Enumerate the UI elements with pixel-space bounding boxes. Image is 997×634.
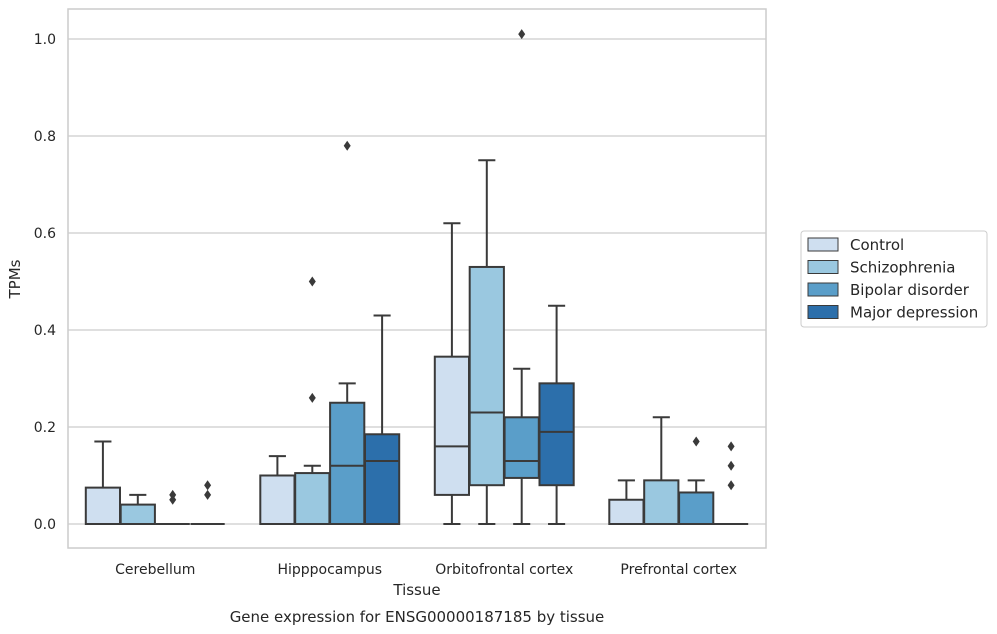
- outlier-point: [204, 489, 212, 500]
- box: [608, 498, 645, 525]
- legend-swatch: [807, 260, 839, 274]
- box: [468, 265, 505, 487]
- box: [433, 355, 471, 496]
- box: [503, 416, 540, 479]
- y-tick-labels: 0.0 0.2 0.4 0.6 0.8 1.0: [34, 32, 56, 533]
- box-group: [190, 480, 225, 525]
- legend: Control Schizophrenia Bipolar disorder Majo…: [800, 230, 988, 328]
- box: [538, 382, 575, 487]
- y-tick-label: 0.6: [34, 226, 56, 242]
- box-group: [433, 222, 471, 525]
- x-tick-label: Orbitofrontal cortex: [435, 562, 573, 578]
- chart-caption: Gene expression for ENSG00000187185 by t…: [230, 608, 605, 626]
- legend-label: Major depression: [850, 304, 978, 322]
- box-group: [678, 436, 715, 526]
- outlier-point: [727, 480, 735, 491]
- box: [84, 486, 122, 525]
- y-tick-label: 0.4: [34, 323, 56, 339]
- box: [119, 503, 156, 526]
- outlier-point: [518, 29, 526, 40]
- box: [363, 433, 401, 525]
- outlier-point: [169, 489, 177, 500]
- box-group: [643, 416, 680, 526]
- y-tick-label: 0.0: [34, 517, 56, 533]
- legend-label: Control: [850, 236, 904, 254]
- box-group: [84, 440, 122, 525]
- x-tick-label: Prefrontal cortex: [620, 562, 737, 578]
- box: [294, 472, 331, 526]
- legend-frame: [800, 230, 988, 328]
- outlier-point: [343, 140, 351, 151]
- box-group: [503, 29, 540, 525]
- x-axis-label: Tissue: [392, 581, 440, 599]
- box: [643, 479, 680, 526]
- outlier-point: [692, 436, 700, 447]
- outlier-point: [204, 480, 212, 491]
- box-group: [259, 455, 296, 525]
- box-group: [119, 493, 156, 526]
- legend-label: Bipolar disorder: [850, 281, 970, 299]
- box-plot-series: [84, 29, 749, 526]
- legend-swatch: [807, 237, 839, 252]
- y-axis-label: TPMs: [6, 259, 24, 299]
- legend-label: Schizophrenia: [850, 259, 955, 277]
- legend-swatch: [807, 282, 839, 297]
- outlier-point: [727, 441, 735, 452]
- legend-swatch: [807, 305, 839, 319]
- box-group: [363, 314, 401, 525]
- y-tick-label: 1.0: [34, 32, 56, 48]
- x-tick-label: Cerebellum: [115, 562, 195, 578]
- box-group: [294, 276, 331, 526]
- box-group: [538, 304, 575, 525]
- box-group: [155, 489, 190, 525]
- y-tick-label: 0.8: [34, 129, 56, 145]
- x-tick-labels: Cerebellum Hipppocampus Orbitofrontal cort…: [115, 562, 737, 578]
- y-tick-label: 0.2: [34, 420, 56, 436]
- box-group: [329, 140, 366, 525]
- plot-area-frame: [67, 8, 767, 549]
- box-group: [468, 159, 505, 525]
- box: [259, 474, 296, 525]
- outlier-point: [308, 392, 316, 403]
- box-group: [608, 479, 645, 525]
- box-group: [713, 441, 749, 525]
- outlier-point: [308, 276, 316, 287]
- box: [329, 401, 366, 525]
- box: [678, 491, 715, 526]
- x-tick-label: Hipppocampus: [277, 562, 382, 578]
- outlier-point: [727, 460, 735, 471]
